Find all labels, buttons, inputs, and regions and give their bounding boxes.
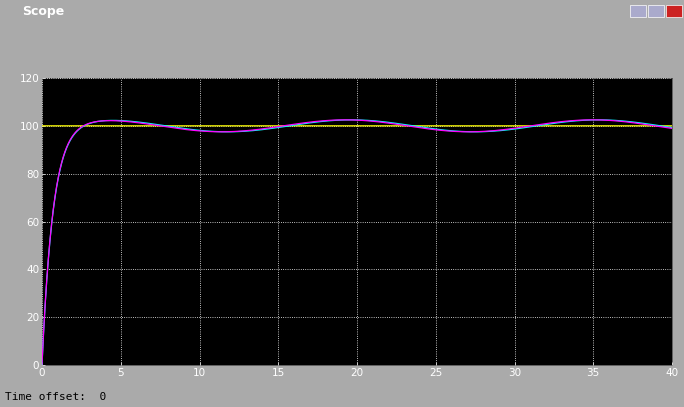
Bar xyxy=(630,5,646,17)
Bar xyxy=(666,5,682,17)
Text: Scope: Scope xyxy=(22,4,64,18)
Text: Time offset:  0: Time offset: 0 xyxy=(5,392,106,402)
Bar xyxy=(648,5,664,17)
